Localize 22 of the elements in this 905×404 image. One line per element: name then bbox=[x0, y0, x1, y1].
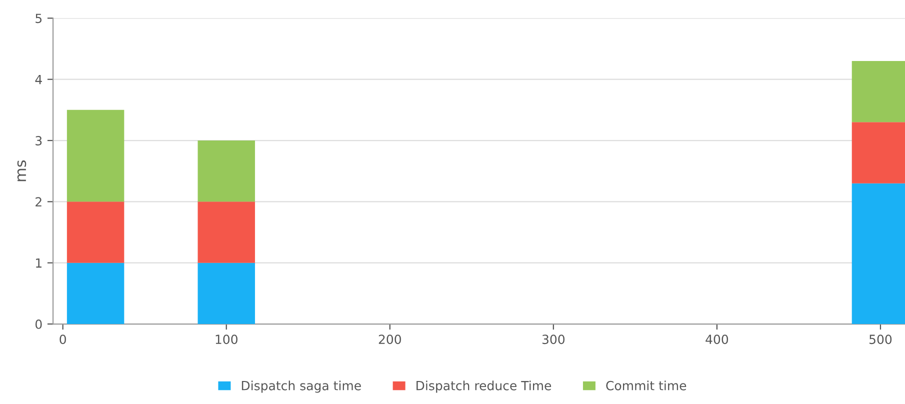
legend-label: Dispatch saga time bbox=[242, 380, 361, 393]
y-tick-label: 2 bbox=[36, 197, 42, 206]
legend-label: Commit time bbox=[606, 380, 686, 390]
bar bbox=[66, 262, 124, 324]
bar bbox=[198, 202, 255, 263]
y-tick-label: 5 bbox=[36, 14, 42, 24]
y-tick-label: 3 bbox=[36, 136, 42, 146]
bar bbox=[198, 140, 255, 202]
y-tick-label: 4 bbox=[35, 74, 42, 84]
x-tick-label: 0 bbox=[60, 334, 66, 344]
y-axis-title: ms bbox=[17, 160, 26, 182]
bar bbox=[198, 262, 255, 324]
legend-label: Dispatch reduce Time bbox=[416, 380, 552, 393]
bar bbox=[66, 202, 124, 263]
y-tick-label: 1 bbox=[36, 258, 42, 268]
x-tick-label: 400 bbox=[706, 334, 728, 344]
bar bbox=[66, 110, 124, 202]
x-tick-label: 300 bbox=[542, 334, 565, 344]
x-tick-label: 200 bbox=[378, 334, 401, 344]
x-tick-label: 100 bbox=[216, 334, 238, 344]
y-tick-label: 0 bbox=[35, 319, 42, 329]
x-tick-label: 500 bbox=[870, 334, 892, 344]
